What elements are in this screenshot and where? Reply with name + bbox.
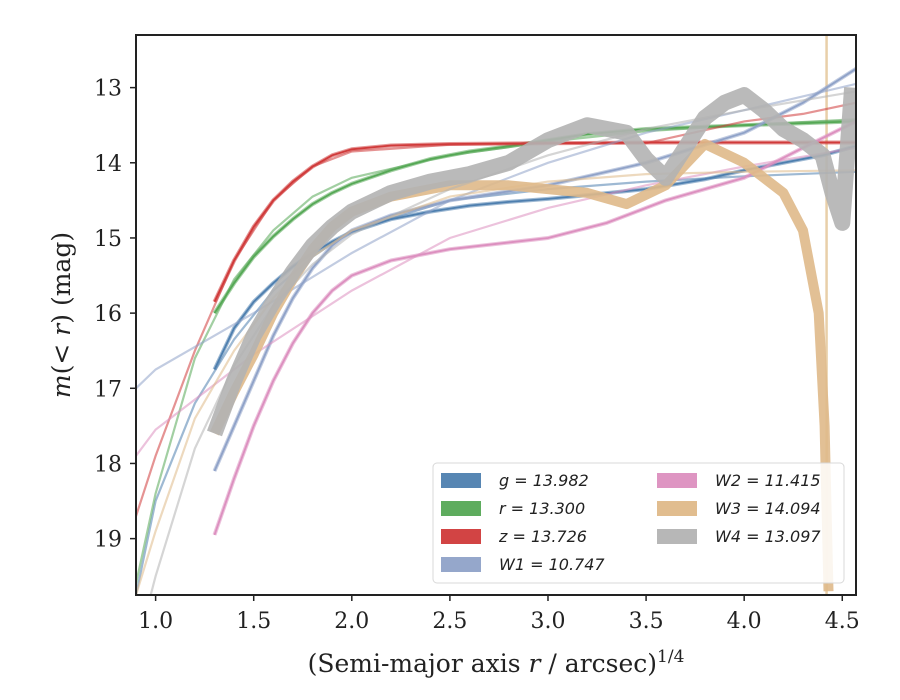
legend-label: W4 = 13.097	[715, 527, 821, 546]
legend-item: W3 = 14.094	[657, 499, 821, 518]
y-tick-label: 19	[94, 528, 122, 553]
legend-label: W3 = 14.094	[715, 499, 821, 518]
legend-box	[432, 462, 845, 584]
y-tick-label: 14	[94, 152, 122, 177]
series-band	[207, 87, 856, 437]
x-tick-label: 1.0	[138, 609, 173, 634]
legend-label: W1 = 10.747	[499, 555, 605, 574]
y-axis-title: m(< r) (mag)	[47, 232, 76, 398]
legend-swatch	[657, 501, 697, 516]
x-tick-label: 1.5	[236, 609, 271, 634]
x-tick-label: 2.0	[334, 609, 369, 634]
legend-swatch	[657, 473, 697, 488]
x-tick-label: 4.5	[825, 609, 860, 634]
series-fit-line	[149, 90, 856, 595]
x-axis: 1.0 1.5 2.0 2.5 3.0 3.5 4.0 4.5	[138, 595, 860, 634]
series-curve	[213, 68, 856, 472]
legend-label: W2 = 11.415	[715, 471, 821, 490]
series-fit-line	[136, 101, 856, 517]
y-tick-label: 17	[94, 377, 122, 402]
legend-label: g = 13.982	[499, 471, 589, 490]
series-w4	[149, 87, 856, 595]
x-tick-label: 3.0	[530, 609, 565, 634]
legend-swatch	[441, 473, 481, 488]
legend-label: z = 13.726	[498, 527, 587, 546]
series-layer	[136, 35, 856, 595]
x-tick-label: 4.0	[727, 609, 762, 634]
legend-label: r = 13.300	[499, 499, 585, 518]
y-axis: 13 14 15 16 17 18 19	[94, 77, 136, 553]
legend-item: r = 13.300	[441, 499, 585, 518]
y-tick-label: 16	[94, 302, 122, 327]
legend-item: z = 13.726	[441, 527, 587, 546]
legend-swatch	[441, 501, 481, 516]
x-tick-label: 2.5	[432, 609, 467, 634]
legend-item: W4 = 13.097	[657, 527, 821, 546]
legend-item: W1 = 10.747	[441, 555, 605, 574]
legend-item: g = 13.982	[441, 471, 589, 490]
legend-item: W2 = 11.415	[657, 471, 821, 490]
legend-swatch	[441, 557, 481, 572]
x-axis-title: (Semi-major axis r / arcsec)1/4	[308, 647, 685, 678]
plot-frame	[135, 34, 857, 596]
x-tick-label: 3.5	[629, 609, 664, 634]
legend-swatch	[657, 529, 697, 544]
legend: g = 13.982 r = 13.300 z = 13.726 W1 = 10.74…	[432, 462, 845, 584]
series-curve	[213, 120, 856, 536]
y-tick-label: 13	[94, 77, 122, 102]
y-tick-label: 15	[94, 227, 122, 252]
legend-swatch	[441, 529, 481, 544]
y-tick-label: 18	[94, 452, 122, 477]
